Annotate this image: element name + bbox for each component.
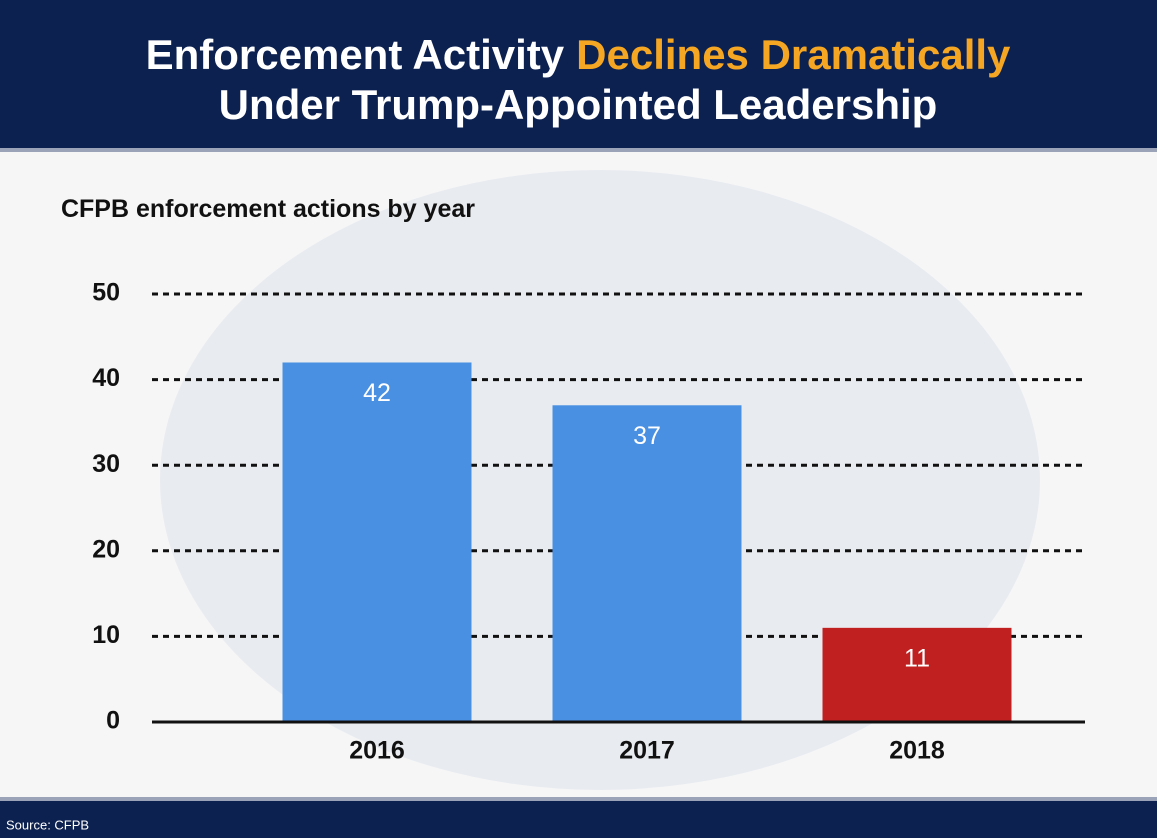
header-band (0, 0, 1157, 148)
y-tick-label: 50 (92, 279, 120, 307)
y-tick-label: 40 (92, 364, 120, 392)
chart-title-line2: Under Trump-Appointed Leadership (219, 81, 938, 128)
x-tick-label: 2018 (889, 737, 945, 765)
x-tick-label: 2016 (349, 737, 405, 765)
chart-title-line1: Enforcement Activity Declines Dramaticall… (146, 31, 1011, 78)
header-edge (0, 148, 1157, 152)
bar (282, 362, 472, 722)
y-tick-label: 20 (92, 535, 120, 563)
footer-band (0, 801, 1157, 838)
y-tick-label: 10 (92, 621, 120, 649)
y-tick-label: 30 (92, 450, 120, 478)
bar (822, 627, 1012, 722)
title-part: Enforcement Activity (146, 31, 565, 78)
bar (552, 405, 742, 722)
title-highlight: Declines Dramatically (576, 31, 1011, 78)
data-label: 11 (904, 644, 930, 672)
source: Source: CFPB (6, 817, 89, 832)
x-tick-label: 2017 (619, 737, 675, 765)
footer-edge (0, 797, 1157, 801)
y-axis-label: CFPB enforcement actions by year (60, 195, 475, 223)
data-label: 42 (363, 379, 391, 407)
data-label: 37 (633, 422, 661, 450)
y-tick-label: 0 (106, 707, 120, 735)
